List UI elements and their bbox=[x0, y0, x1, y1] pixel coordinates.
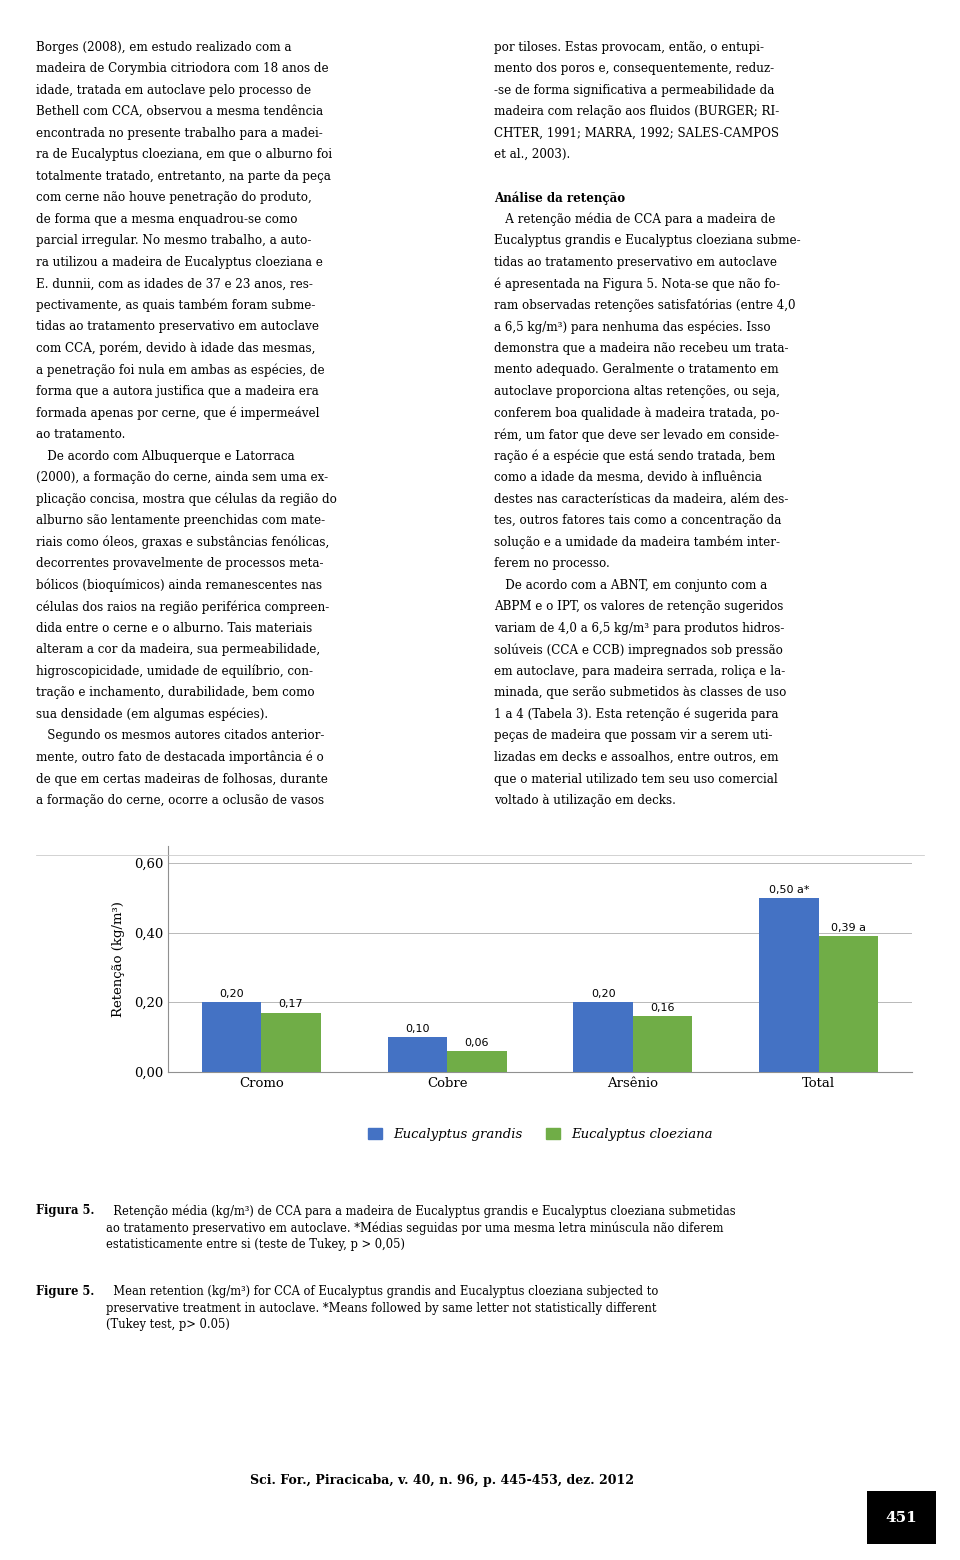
Text: encontrada no presente trabalho para a madei-: encontrada no presente trabalho para a m… bbox=[36, 126, 324, 140]
Text: madeira de Corymbia citriodora com 18 anos de: madeira de Corymbia citriodora com 18 an… bbox=[36, 62, 329, 75]
Text: higroscopicidade, umidade de equilíbrio, con-: higroscopicidade, umidade de equilíbrio,… bbox=[36, 665, 314, 679]
Text: sua densidade (em algumas espécies).: sua densidade (em algumas espécies). bbox=[36, 708, 269, 721]
Text: ao tratamento.: ao tratamento. bbox=[36, 427, 126, 441]
Text: Figura 5.: Figura 5. bbox=[36, 1204, 95, 1217]
Text: 0,39 a: 0,39 a bbox=[831, 924, 866, 933]
Text: peças de madeira que possam vir a serem uti-: peças de madeira que possam vir a serem … bbox=[494, 730, 773, 743]
Text: como a idade da mesma, devido à influência: como a idade da mesma, devido à influênc… bbox=[494, 471, 762, 484]
Text: voltado à utilização em decks.: voltado à utilização em decks. bbox=[494, 794, 676, 807]
Text: madeira com relação aos fluidos (BURGER; RI-: madeira com relação aos fluidos (BURGER;… bbox=[494, 105, 780, 119]
Text: lizadas em decks e assoalhos, entre outros, em: lizadas em decks e assoalhos, entre outr… bbox=[494, 750, 779, 764]
Text: ra utilizou a madeira de Eucalyptus cloeziana e: ra utilizou a madeira de Eucalyptus cloe… bbox=[36, 256, 324, 268]
Bar bbox=[759, 897, 819, 1072]
Text: dida entre o cerne e o alburno. Tais materiais: dida entre o cerne e o alburno. Tais mat… bbox=[36, 622, 313, 635]
Text: Bethell com CCA, observou a mesma tendência: Bethell com CCA, observou a mesma tendên… bbox=[36, 105, 324, 119]
Text: 0,50 a*: 0,50 a* bbox=[769, 885, 809, 894]
Text: mento adequado. Geralmente o tratamento em: mento adequado. Geralmente o tratamento … bbox=[494, 363, 779, 376]
Text: -se de forma significativa a permeabilidade da: -se de forma significativa a permeabilid… bbox=[494, 84, 775, 97]
Text: alteram a cor da madeira, sua permeabilidade,: alteram a cor da madeira, sua permeabili… bbox=[36, 643, 321, 657]
Text: pectivamente, as quais também foram subme-: pectivamente, as quais também foram subm… bbox=[36, 300, 316, 312]
Text: 0,16: 0,16 bbox=[650, 1003, 675, 1012]
Text: ra de Eucalyptus cloeziana, em que o alburno foi: ra de Eucalyptus cloeziana, em que o alb… bbox=[36, 148, 332, 161]
Text: bólicos (bioquímicos) ainda remanescentes nas: bólicos (bioquímicos) ainda remanescente… bbox=[36, 579, 323, 593]
Text: E. dunnii, com as idades de 37 e 23 anos, res-: E. dunnii, com as idades de 37 e 23 anos… bbox=[36, 278, 313, 290]
Text: a 6,5 kg/m³) para nenhuma das espécies. Isso: a 6,5 kg/m³) para nenhuma das espécies. … bbox=[494, 320, 771, 334]
Bar bbox=[447, 1051, 507, 1072]
Text: células dos raios na região periférica compreen-: células dos raios na região periférica c… bbox=[36, 601, 329, 613]
Text: é apresentada na Figura 5. Nota-se que não fo-: é apresentada na Figura 5. Nota-se que n… bbox=[494, 278, 780, 290]
Text: Segundo os mesmos autores citados anterior-: Segundo os mesmos autores citados anteri… bbox=[36, 730, 324, 743]
Text: tração e inchamento, durabilidade, bem como: tração e inchamento, durabilidade, bem c… bbox=[36, 686, 315, 699]
Text: com CCA, porém, devido à idade das mesmas,: com CCA, porém, devido à idade das mesma… bbox=[36, 342, 316, 356]
Text: (2000), a formação do cerne, ainda sem uma ex-: (2000), a formação do cerne, ainda sem u… bbox=[36, 471, 328, 484]
Legend: Eucalyptus grandis, Eucalyptus cloeziana: Eucalyptus grandis, Eucalyptus cloeziana bbox=[368, 1128, 712, 1140]
Bar bbox=[819, 936, 878, 1072]
Text: ração é a espécie que está sendo tratada, bem: ração é a espécie que está sendo tratada… bbox=[494, 449, 776, 463]
Text: destes nas características da madeira, além des-: destes nas características da madeira, a… bbox=[494, 493, 789, 505]
Text: ABPM e o IPT, os valores de retenção sugeridos: ABPM e o IPT, os valores de retenção sug… bbox=[494, 601, 783, 613]
Text: 451: 451 bbox=[885, 1512, 918, 1524]
Y-axis label: Retenção (kg/m³): Retenção (kg/m³) bbox=[112, 900, 126, 1017]
Bar bbox=[261, 1012, 321, 1072]
Text: rém, um fator que deve ser levado em conside-: rém, um fator que deve ser levado em con… bbox=[494, 427, 780, 441]
Text: 0,10: 0,10 bbox=[405, 1023, 430, 1034]
Text: de forma que a mesma enquadrou-se como: de forma que a mesma enquadrou-se como bbox=[36, 212, 298, 226]
Text: tidas ao tratamento preservativo em autoclave: tidas ao tratamento preservativo em auto… bbox=[36, 320, 320, 334]
Text: com cerne não houve penetração do produto,: com cerne não houve penetração do produt… bbox=[36, 192, 312, 204]
Text: mente, outro fato de destacada importância é o: mente, outro fato de destacada importânc… bbox=[36, 750, 324, 764]
Text: ferem no processo.: ferem no processo. bbox=[494, 557, 611, 571]
Text: 0,20: 0,20 bbox=[590, 989, 615, 998]
Text: solúveis (CCA e CCB) impregnados sob pressão: solúveis (CCA e CCB) impregnados sob pre… bbox=[494, 643, 783, 657]
Text: demonstra que a madeira não recebeu um trata-: demonstra que a madeira não recebeu um t… bbox=[494, 342, 789, 356]
Text: tidas ao tratamento preservativo em autoclave: tidas ao tratamento preservativo em auto… bbox=[494, 256, 778, 268]
Text: Análise da retenção: Análise da retenção bbox=[494, 192, 626, 204]
Text: a formação do cerne, ocorre a oclusão de vasos: a formação do cerne, ocorre a oclusão de… bbox=[36, 794, 324, 807]
Text: por tiloses. Estas provocam, então, o entupi-: por tiloses. Estas provocam, então, o en… bbox=[494, 41, 764, 53]
Text: 1 a 4 (Tabela 3). Esta retenção é sugerida para: 1 a 4 (Tabela 3). Esta retenção é sugeri… bbox=[494, 708, 779, 721]
Text: 0,17: 0,17 bbox=[278, 1000, 303, 1009]
Text: forma que a autora justifica que a madeira era: forma que a autora justifica que a madei… bbox=[36, 385, 320, 398]
Text: decorrentes provavelmente de processos meta-: decorrentes provavelmente de processos m… bbox=[36, 557, 324, 571]
Bar bbox=[573, 1002, 633, 1072]
Text: conferem boa qualidade à madeira tratada, po-: conferem boa qualidade à madeira tratada… bbox=[494, 407, 780, 420]
Text: plicação concisa, mostra que células da região do: plicação concisa, mostra que células da … bbox=[36, 493, 337, 505]
Text: parcial irregular. No mesmo trabalho, a auto-: parcial irregular. No mesmo trabalho, a … bbox=[36, 234, 312, 248]
Text: tes, outros fatores tais como a concentração da: tes, outros fatores tais como a concentr… bbox=[494, 515, 781, 527]
Text: ram observadas retenções satisfatórias (entre 4,0: ram observadas retenções satisfatórias (… bbox=[494, 300, 796, 312]
Bar bbox=[388, 1037, 447, 1072]
Text: De acordo com Albuquerque e Latorraca: De acordo com Albuquerque e Latorraca bbox=[36, 449, 295, 463]
Text: Retenção média (kg/m³) de CCA para a madeira de Eucalyptus grandis e Eucalyptus : Retenção média (kg/m³) de CCA para a mad… bbox=[106, 1204, 735, 1251]
Text: variam de 4,0 a 6,5 kg/m³ para produtos hidros-: variam de 4,0 a 6,5 kg/m³ para produtos … bbox=[494, 622, 784, 635]
Text: 0,06: 0,06 bbox=[465, 1037, 489, 1048]
Text: em autoclave, para madeira serrada, roliça e la-: em autoclave, para madeira serrada, roli… bbox=[494, 665, 785, 679]
Text: totalmente tratado, entretanto, na parte da peça: totalmente tratado, entretanto, na parte… bbox=[36, 170, 331, 183]
Text: riais como óleos, graxas e substâncias fenólicas,: riais como óleos, graxas e substâncias f… bbox=[36, 535, 329, 549]
Text: CHTER, 1991; MARRA, 1992; SALES-CAMPOS: CHTER, 1991; MARRA, 1992; SALES-CAMPOS bbox=[494, 126, 780, 140]
Text: A retenção média de CCA para a madeira de: A retenção média de CCA para a madeira d… bbox=[494, 212, 776, 226]
Text: que o material utilizado tem seu uso comercial: que o material utilizado tem seu uso com… bbox=[494, 772, 779, 786]
Text: mento dos poros e, consequentemente, reduz-: mento dos poros e, consequentemente, red… bbox=[494, 62, 775, 75]
Text: idade, tratada em autoclave pelo processo de: idade, tratada em autoclave pelo process… bbox=[36, 84, 312, 97]
Text: Eucalyptus grandis e Eucalyptus cloeziana subme-: Eucalyptus grandis e Eucalyptus cloezian… bbox=[494, 234, 801, 248]
Text: De acordo com a ABNT, em conjunto com a: De acordo com a ABNT, em conjunto com a bbox=[494, 579, 768, 591]
Text: et al., 2003).: et al., 2003). bbox=[494, 148, 570, 161]
Text: formada apenas por cerne, que é impermeável: formada apenas por cerne, que é impermeá… bbox=[36, 407, 320, 420]
Text: alburno são lentamente preenchidas com mate-: alburno são lentamente preenchidas com m… bbox=[36, 515, 325, 527]
Bar bbox=[633, 1016, 692, 1072]
Text: 0,20: 0,20 bbox=[219, 989, 244, 998]
Text: solução e a umidade da madeira também inter-: solução e a umidade da madeira também in… bbox=[494, 535, 780, 549]
Text: Borges (2008), em estudo realizado com a: Borges (2008), em estudo realizado com a bbox=[36, 41, 292, 53]
Text: Mean retention (kg/m³) for CCA of Eucalyptus grandis and Eucalyptus cloeziana su: Mean retention (kg/m³) for CCA of Eucaly… bbox=[106, 1285, 658, 1331]
Text: Sci. For., Piracicaba, v. 40, n. 96, p. 445-453, dez. 2012: Sci. For., Piracicaba, v. 40, n. 96, p. … bbox=[250, 1474, 634, 1487]
Text: autoclave proporciona altas retenções, ou seja,: autoclave proporciona altas retenções, o… bbox=[494, 385, 780, 398]
Bar bbox=[202, 1002, 261, 1072]
Text: minada, que serão submetidos às classes de uso: minada, que serão submetidos às classes … bbox=[494, 686, 787, 699]
Text: Figure 5.: Figure 5. bbox=[36, 1285, 95, 1298]
Text: de que em certas madeiras de folhosas, durante: de que em certas madeiras de folhosas, d… bbox=[36, 772, 328, 786]
Text: a penetração foi nula em ambas as espécies, de: a penetração foi nula em ambas as espéci… bbox=[36, 363, 325, 378]
